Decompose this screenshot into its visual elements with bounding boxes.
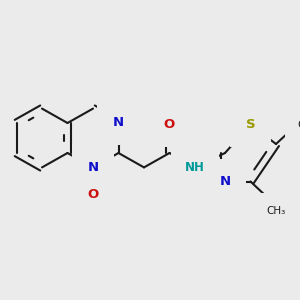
Text: NH: NH bbox=[185, 161, 205, 174]
Text: N: N bbox=[113, 116, 124, 130]
Text: N: N bbox=[87, 161, 99, 174]
Text: S: S bbox=[246, 118, 255, 131]
Text: N: N bbox=[219, 175, 231, 188]
Text: CH₃: CH₃ bbox=[266, 206, 286, 215]
Text: O: O bbox=[87, 188, 99, 202]
Text: CH₃: CH₃ bbox=[297, 119, 300, 130]
Text: O: O bbox=[164, 118, 175, 131]
